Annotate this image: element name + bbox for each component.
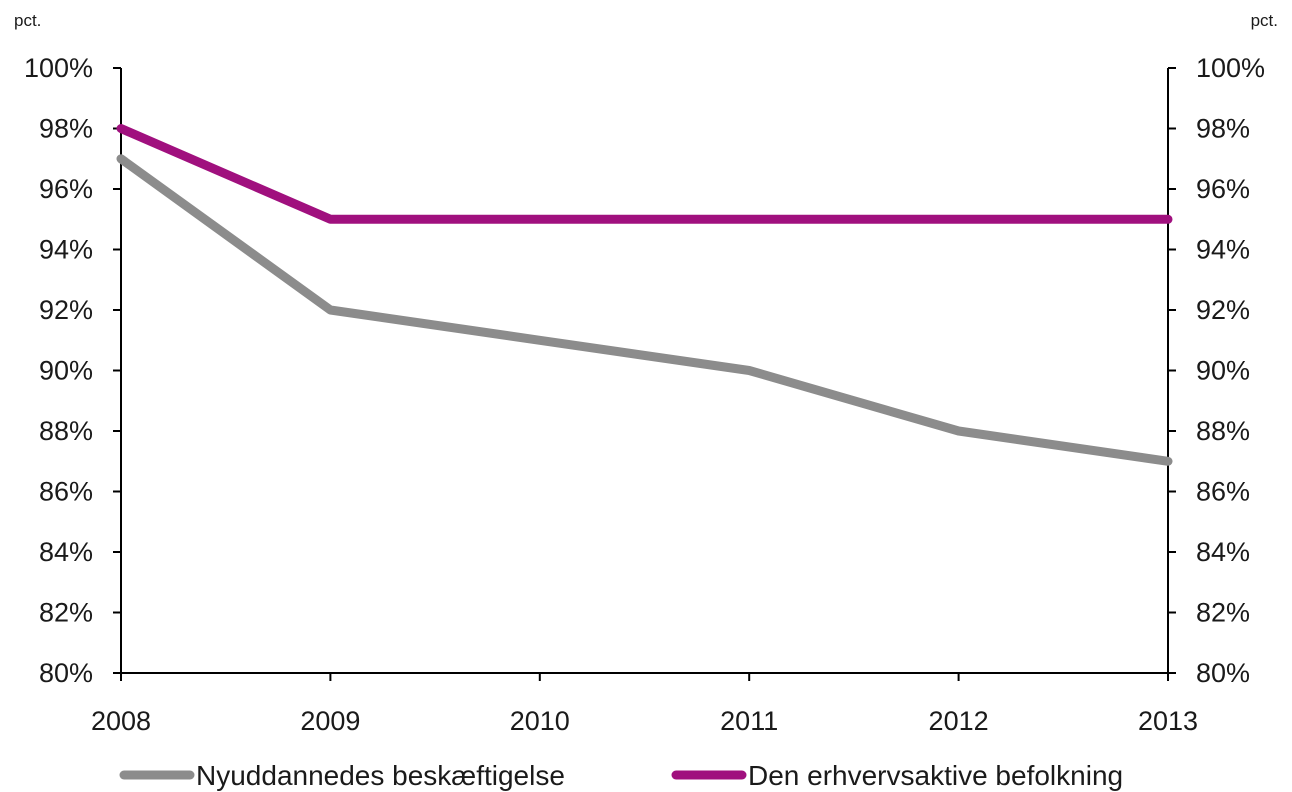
series-line-2 [116,124,1173,224]
series-lines [116,124,1173,466]
left-y-tick-label: 96% [39,174,93,204]
right-y-tick-label: 92% [1196,295,1250,325]
left-y-tick-label: 88% [39,416,93,446]
legend-label-1: Nyuddannedes beskæftigelse [196,760,565,791]
x-tick-label: 2009 [300,706,360,736]
right-y-tick-label: 86% [1196,477,1250,507]
left-y-tick-label: 90% [39,356,93,386]
x-tick-label: 2010 [510,706,570,736]
right-y-tick-label: 80% [1196,658,1250,688]
right-y-tick-label: 88% [1196,416,1250,446]
left-y-tick-label: 82% [39,598,93,628]
legend: Nyuddannedes beskæftigelse Den erhvervsak… [119,760,1123,791]
x-tick-label: 2008 [91,706,151,736]
left-y-tick-label: 100% [24,53,93,83]
x-tick-label: 2012 [929,706,989,736]
right-y-tick-label: 96% [1196,174,1250,204]
x-tick-label: 2011 [720,706,778,736]
right-y-unit-label: pct. [1251,11,1278,30]
right-y-tick-label: 84% [1196,537,1250,567]
right-y-tick-label: 94% [1196,235,1250,265]
left-y-unit-label: pct. [14,11,41,30]
right-y-tick-label: 90% [1196,356,1250,386]
left-y-tick-label: 84% [39,537,93,567]
x-tick-label: 2013 [1138,706,1198,736]
left-y-tick-label: 98% [39,114,93,144]
right-y-tick-label: 98% [1196,114,1250,144]
left-y-tick-label: 94% [39,235,93,265]
right-y-tick-label: 100% [1196,53,1265,83]
left-y-tick-label: 86% [39,477,93,507]
left-y-tick-label: 92% [39,295,93,325]
left-y-tick-label: 80% [39,658,93,688]
axis-ticks: 80% 80% 82% 82% 84% 84% 86% 86% 88% 88% 90% 90% 92% 9… [24,53,1265,736]
legend-label-2: Den erhvervsaktive befolkning [748,760,1123,791]
right-y-tick-label: 82% [1196,598,1250,628]
series-line-1 [116,154,1173,466]
